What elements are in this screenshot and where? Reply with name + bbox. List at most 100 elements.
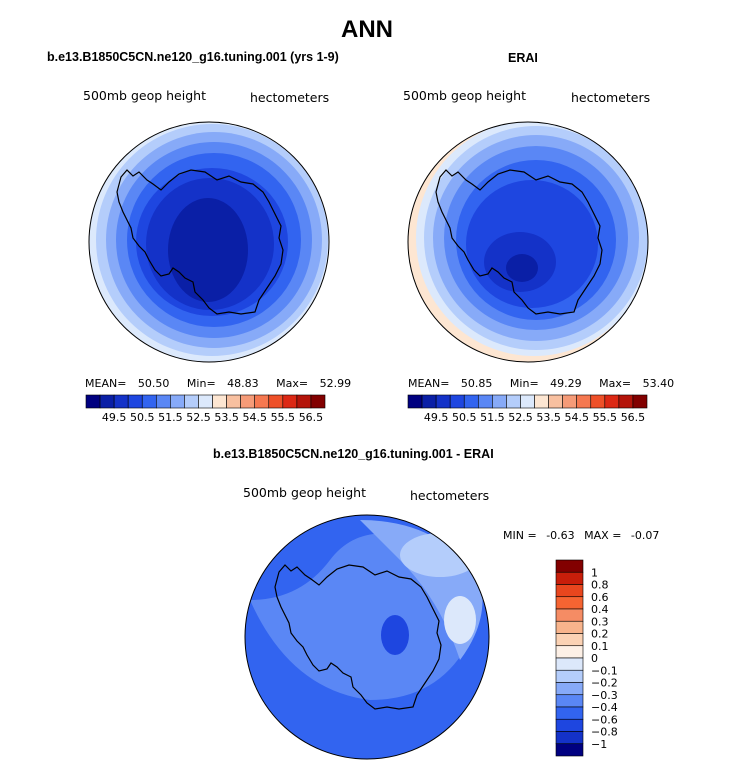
colorbar-tick-label: 52.5 bbox=[186, 411, 211, 424]
panel1-map bbox=[89, 122, 329, 362]
colorbar-tick-label: −0.8 bbox=[591, 726, 618, 739]
figure-title: ANN bbox=[341, 16, 393, 43]
panel2-variable: 500mb geop height bbox=[403, 88, 526, 103]
min-label: Min= bbox=[186, 377, 216, 390]
colorbar-swatch bbox=[548, 394, 563, 409]
colorbar-swatch bbox=[155, 394, 171, 409]
colorbar-swatch bbox=[506, 394, 521, 409]
colorbar-swatch bbox=[590, 394, 606, 409]
min-value: -0.63 bbox=[546, 529, 575, 542]
colorbar-tick-label: 50.5 bbox=[130, 411, 155, 424]
colorbar-swatch bbox=[618, 394, 634, 409]
panel3-map-border bbox=[244, 514, 490, 760]
colorbar-tick-label: 0.3 bbox=[591, 615, 609, 628]
colorbar-swatch bbox=[435, 394, 451, 409]
colorbar-swatch bbox=[184, 394, 199, 409]
colorbar-swatch bbox=[555, 596, 584, 610]
max-value: 53.40 bbox=[642, 377, 675, 390]
colorbar-swatch bbox=[463, 394, 479, 409]
colorbar-swatch bbox=[282, 394, 298, 409]
colorbar-swatch bbox=[555, 571, 584, 585]
colorbar-swatch bbox=[555, 669, 584, 683]
colorbar-swatch bbox=[555, 645, 584, 659]
colorbar-swatch bbox=[604, 394, 620, 409]
colorbar-swatch bbox=[555, 706, 584, 720]
colorbar-swatch bbox=[555, 743, 584, 757]
colorbar-tick-label: 49.5 bbox=[424, 411, 449, 424]
colorbar-tick-label: 52.5 bbox=[508, 411, 533, 424]
colorbar-tick-label: 0.2 bbox=[591, 628, 609, 641]
colorbar-swatch bbox=[407, 394, 423, 409]
panel3-variable: 500mb geop height bbox=[243, 485, 366, 500]
colorbar-tick-label: 49.5 bbox=[102, 411, 127, 424]
colorbar-swatch bbox=[85, 394, 101, 409]
colorbar-tick-label: 54.5 bbox=[242, 411, 267, 424]
colorbar-tick-label: 0.8 bbox=[591, 579, 609, 592]
colorbar-tick-label: 55.5 bbox=[271, 411, 296, 424]
mean-label: MEAN= bbox=[408, 377, 450, 390]
panel3-stats: MIN = -0.63 MAX = -0.07 bbox=[503, 529, 659, 542]
colorbar-swatch bbox=[141, 394, 157, 409]
colorbar-swatch bbox=[555, 620, 584, 634]
min-label: MIN = bbox=[503, 529, 537, 542]
colorbar-tick-label: 56.5 bbox=[299, 411, 324, 424]
colorbar-tick-label: −0.4 bbox=[591, 701, 618, 714]
colorbar-swatch bbox=[555, 682, 584, 696]
colorbar-swatch bbox=[534, 394, 549, 409]
colorbar-swatch bbox=[576, 394, 592, 409]
colorbar-tick-label: −1 bbox=[591, 738, 607, 751]
max-label: Max= bbox=[276, 377, 309, 390]
colorbar-tick-label: 1 bbox=[591, 566, 598, 579]
colorbar-swatch bbox=[113, 394, 129, 409]
colorbar-tick-label: 0.4 bbox=[591, 603, 609, 616]
max-value: -0.07 bbox=[630, 529, 660, 542]
colorbar-tick-label: 53.5 bbox=[214, 411, 239, 424]
colorbar-swatch bbox=[99, 394, 115, 409]
colorbar-tick-label: −0.2 bbox=[591, 677, 618, 690]
colorbar-swatch bbox=[198, 394, 213, 409]
colorbar-swatch bbox=[555, 608, 584, 622]
colorbar-swatch bbox=[520, 394, 535, 409]
colorbar-swatch bbox=[555, 718, 584, 732]
min-value: 49.29 bbox=[550, 377, 582, 390]
panel1-title: b.e13.B1850C5CN.ne120_g16.tuning.001 (yr… bbox=[47, 50, 339, 64]
colorbar-swatch bbox=[632, 394, 648, 409]
panel2-map bbox=[408, 122, 648, 362]
mean-value: 50.85 bbox=[460, 377, 493, 390]
panel1-colorbar: 49.5 50.5 51.5 52.5 53.5 54.5 55.5 56.5 bbox=[85, 394, 326, 424]
colorbar-tick-label: −0.3 bbox=[591, 689, 618, 702]
colorbar-tick-label: 50.5 bbox=[452, 411, 477, 424]
mean-value: 50.50 bbox=[137, 377, 170, 390]
colorbar-swatch bbox=[421, 394, 437, 409]
panel2-stats: MEAN= 50.85 Min= 49.29 Max= 53.40 bbox=[408, 377, 674, 390]
colorbar-swatch bbox=[310, 394, 326, 409]
colorbar-tick-label: 54.5 bbox=[564, 411, 589, 424]
colorbar-swatch bbox=[296, 394, 312, 409]
colorbar-swatch bbox=[226, 394, 241, 409]
max-label: MAX = bbox=[584, 529, 622, 542]
colorbar-tick-label: 0.6 bbox=[591, 591, 609, 604]
colorbar-tick-label: 0 bbox=[591, 652, 598, 665]
panel3-units: hectometers bbox=[410, 488, 490, 503]
colorbar-tick-label: 56.5 bbox=[621, 411, 646, 424]
colorbar-swatch bbox=[477, 394, 493, 409]
colorbar-swatch bbox=[555, 731, 584, 745]
max-label: Max= bbox=[599, 377, 632, 390]
colorbar-swatch bbox=[240, 394, 256, 409]
panel1-stats: MEAN= 50.50 Min= 48.83 Max= 52.99 bbox=[85, 377, 351, 390]
colorbar-tick-label: −0.6 bbox=[591, 713, 618, 726]
panel2-colorbar: 49.5 50.5 51.5 52.5 53.5 54.5 55.5 56.5 bbox=[407, 394, 648, 424]
panel3-map bbox=[245, 515, 489, 759]
colorbar-swatch bbox=[492, 394, 507, 409]
mean-label: MEAN= bbox=[85, 377, 127, 390]
colorbar-tick-label: 55.5 bbox=[593, 411, 618, 424]
colorbar-swatch bbox=[555, 584, 584, 598]
colorbar-swatch bbox=[555, 694, 584, 708]
panel3-colorbar: 10.80.60.40.30.20.10−0.1−0.2−0.3−0.4−0.6… bbox=[555, 559, 618, 757]
colorbar-swatch bbox=[127, 394, 143, 409]
panel2-title: ERAI bbox=[508, 51, 538, 65]
min-label: Min= bbox=[509, 377, 539, 390]
colorbar-tick-label: 51.5 bbox=[158, 411, 183, 424]
min-value: 48.83 bbox=[227, 377, 259, 390]
